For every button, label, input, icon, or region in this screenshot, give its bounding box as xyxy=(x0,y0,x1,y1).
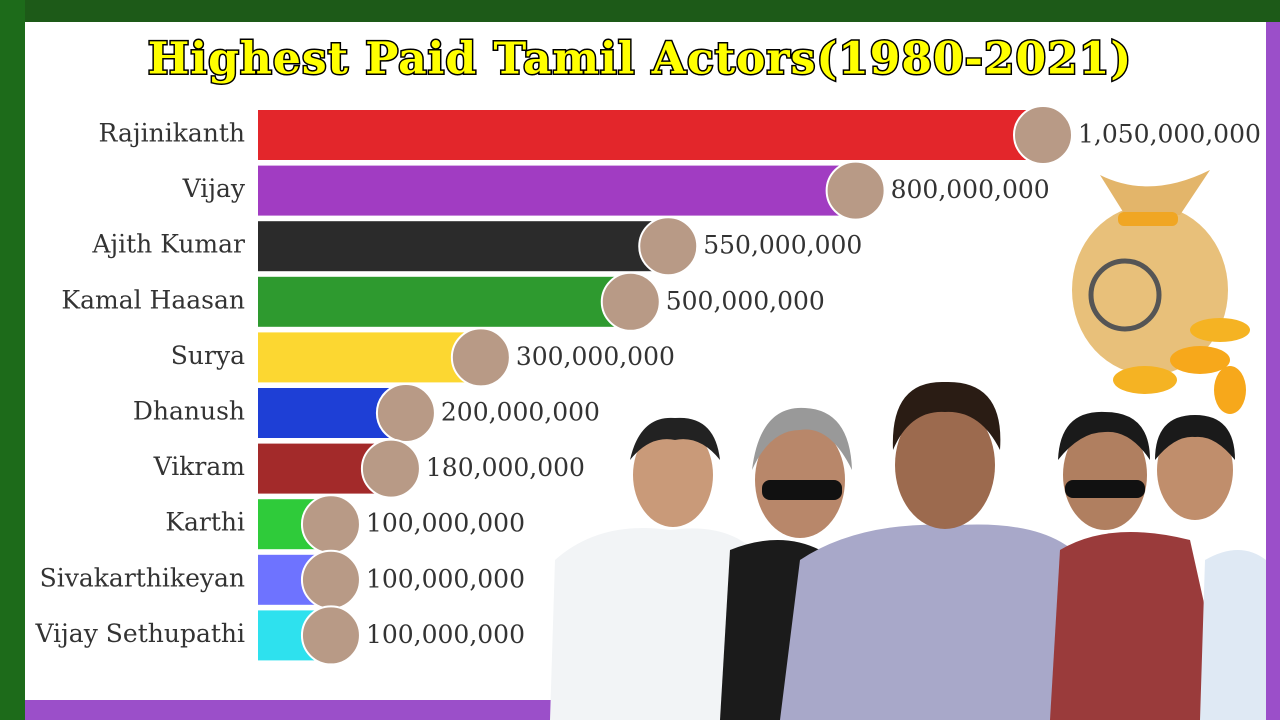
right-border xyxy=(1266,22,1280,720)
left-border xyxy=(0,0,25,720)
category-label: Sivakarthikeyan xyxy=(40,563,245,592)
value-label: 1,050,000,000 xyxy=(1078,120,1261,149)
category-label: Rajinikanth xyxy=(99,119,245,148)
actor-photo xyxy=(1013,105,1073,165)
category-label: Kamal Haasan xyxy=(61,285,245,314)
category-label: Dhanush xyxy=(133,397,245,426)
actor-photo xyxy=(300,549,361,610)
actor-photo xyxy=(825,160,886,221)
bar xyxy=(258,221,671,272)
actor-photo xyxy=(450,327,511,388)
actor-photo xyxy=(300,494,361,555)
category-label: Ajith Kumar xyxy=(91,230,245,259)
value-label: 100,000,000 xyxy=(366,620,525,649)
category-label: Surya xyxy=(171,341,245,370)
value-label: 300,000,000 xyxy=(516,342,675,371)
chart-title: Highest Paid Tamil Actors(1980-2021) xyxy=(148,34,1132,85)
actor-photo xyxy=(375,383,436,443)
value-label: 180,000,000 xyxy=(426,453,585,482)
bar xyxy=(258,165,858,216)
bar xyxy=(258,332,483,383)
value-label: 800,000,000 xyxy=(891,175,1050,204)
value-label: 100,000,000 xyxy=(366,564,525,593)
category-label: Vijay xyxy=(182,174,246,203)
money-bag xyxy=(1072,170,1250,414)
value-label: 550,000,000 xyxy=(703,231,862,260)
category-label: Karthi xyxy=(165,508,245,537)
value-label: 500,000,000 xyxy=(666,286,825,315)
bar xyxy=(258,276,633,327)
actor-photo xyxy=(300,605,361,666)
top-band xyxy=(0,0,1280,22)
category-label: Vijay Sethupathi xyxy=(34,619,245,648)
value-label: 100,000,000 xyxy=(366,509,525,538)
bar xyxy=(258,110,1045,160)
actor-photo xyxy=(600,271,661,332)
value-label: 200,000,000 xyxy=(441,398,600,427)
actor-photo xyxy=(638,216,699,277)
actor-photo xyxy=(360,438,421,499)
actors-collage xyxy=(550,381,1266,720)
category-label: Vikram xyxy=(153,452,246,481)
